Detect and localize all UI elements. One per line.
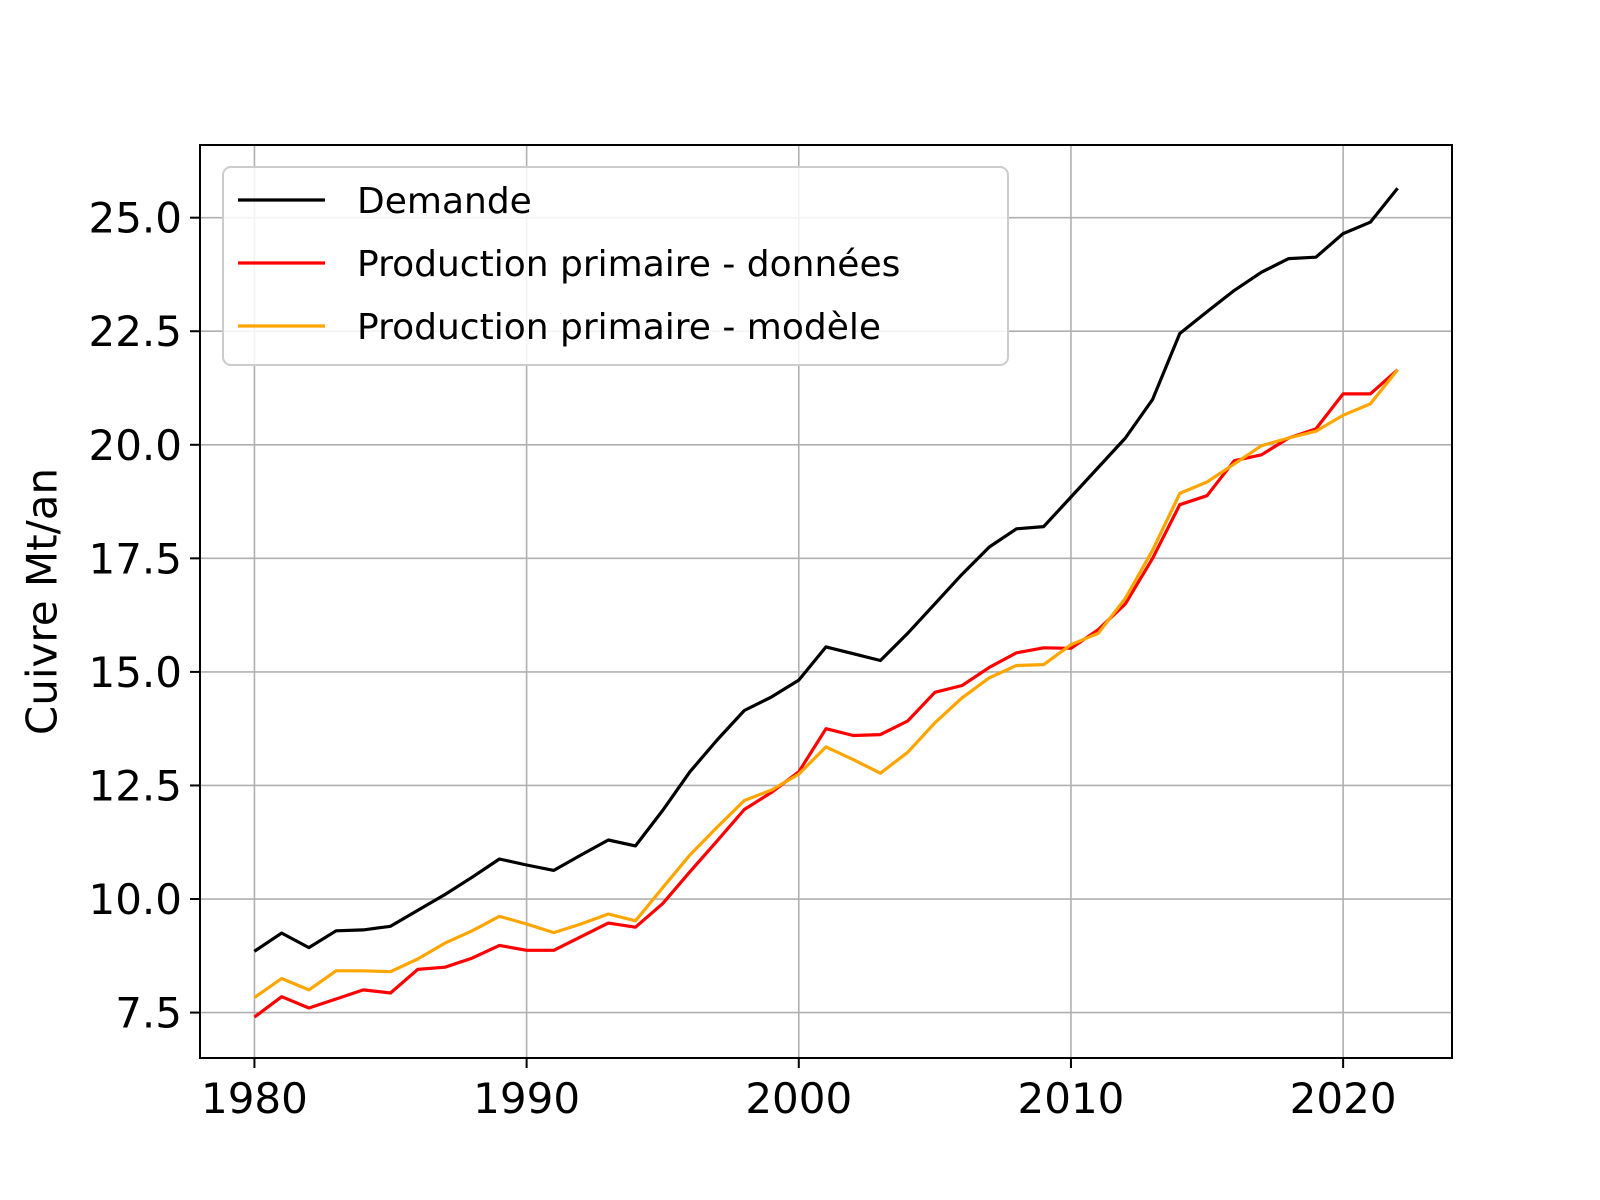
y-tick-label: 25.0 (88, 194, 182, 243)
legend-box (222, 166, 1009, 366)
plot-frame (199, 144, 1453, 1059)
y-tick-label: 7.5 (115, 989, 182, 1038)
y-tick-label: 22.5 (88, 307, 182, 356)
x-tick-label: 2020 (1290, 1074, 1397, 1123)
y-tick-label: 12.5 (88, 761, 182, 810)
x-tick-label: 2010 (1018, 1074, 1125, 1123)
x-tick-label: 2000 (745, 1074, 852, 1123)
x-tick-label: 1990 (473, 1074, 580, 1123)
y-tick-label: 17.5 (88, 534, 182, 583)
legend-label: Production primaire - modèle (357, 307, 881, 348)
series-line-2 (253, 368, 1399, 999)
legend-label: Demande (357, 181, 532, 222)
y-tick-label: 15.0 (88, 648, 182, 697)
y-tick-label: 10.0 (88, 875, 182, 924)
series-lines (253, 187, 1399, 1019)
axis-ticks: 1980 1990 2000 2010 2020 7.5 10.0 12.5 15.0 17.5 2… (88, 194, 1396, 1123)
legend: Demande Production primaire - données Prod… (222, 166, 1009, 366)
series-line-0 (253, 187, 1399, 953)
series-line-1 (253, 368, 1399, 1019)
legend-label: Production primaire - données (357, 244, 900, 285)
y-tick-label: 20.0 (88, 421, 182, 470)
y-axis-label: Cuivre Mt/an (18, 468, 67, 735)
x-tick-label: 1980 (201, 1074, 308, 1123)
